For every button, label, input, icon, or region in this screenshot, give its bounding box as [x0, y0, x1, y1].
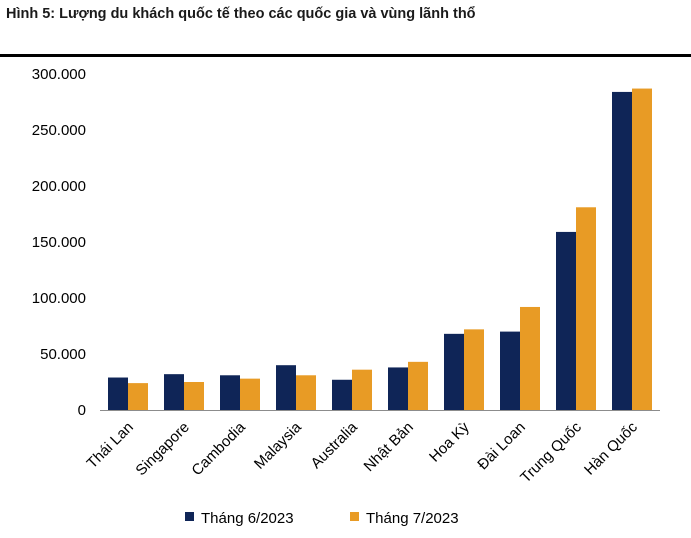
y-tick-label: 50.000 — [40, 346, 86, 363]
x-tick-label: Đài Loan — [474, 419, 528, 473]
x-tick-label: Singapore — [132, 419, 192, 479]
bar-thang-7 — [520, 306, 540, 410]
x-tick-label: Trung Quốc — [517, 418, 585, 486]
bar-thang-7 — [296, 375, 316, 410]
bar-thang-6 — [332, 379, 352, 410]
y-tick-label: 300.000 — [32, 66, 86, 83]
bar-thang-6 — [164, 374, 184, 410]
bar-thang-7 — [632, 88, 652, 410]
bar-thang-7 — [184, 382, 204, 410]
legend-label: Tháng 7/2023 — [366, 510, 459, 527]
x-tick-label: Cambodia — [188, 418, 249, 479]
y-tick-label: 150.000 — [32, 234, 86, 251]
chart-title: Hình 5: Lượng du khách quốc tế theo các … — [6, 6, 476, 22]
legend-swatch — [350, 512, 359, 521]
title-divider — [0, 54, 691, 57]
bar-thang-7 — [576, 207, 596, 410]
bar-thang-7 — [240, 378, 260, 410]
legend-label: Tháng 6/2023 — [201, 510, 294, 527]
y-tick-label: 100.000 — [32, 290, 86, 307]
bar-thang-7 — [408, 361, 428, 410]
y-tick-label: 250.000 — [32, 122, 86, 139]
x-tick-label: Australia — [308, 418, 362, 472]
x-tick-label: Hoa Kỳ — [426, 418, 473, 465]
x-tick-label: Malaysia — [251, 418, 305, 472]
legend: Tháng 6/2023 Tháng 7/2023 — [185, 510, 459, 527]
legend-swatch — [185, 512, 194, 521]
bar-thang-7 — [352, 369, 372, 410]
bar-thang-6 — [108, 377, 128, 410]
bar-thang-6 — [500, 331, 520, 410]
bar-thang-7 — [128, 383, 148, 410]
y-axis-ticks: 0 50.000 100.000 150.000 200.000 250.000 300.0… — [32, 66, 86, 419]
x-tick-label: Nhật Bản — [361, 419, 417, 475]
y-tick-label: 200.000 — [32, 178, 86, 195]
bar-thang-6 — [444, 333, 464, 410]
bar-thang-7 — [464, 329, 484, 410]
bar-thang-6 — [276, 365, 296, 410]
x-tick-label: Hàn Quốc — [581, 418, 641, 478]
bar-thang-6 — [220, 375, 240, 410]
bar-thang-6 — [612, 91, 632, 411]
x-tick-label: Thái Lan — [84, 419, 137, 472]
bar-series — [108, 88, 652, 411]
bar-thang-6 — [556, 231, 576, 410]
bar-thang-6 — [388, 367, 408, 410]
y-tick-label: 0 — [78, 402, 86, 419]
